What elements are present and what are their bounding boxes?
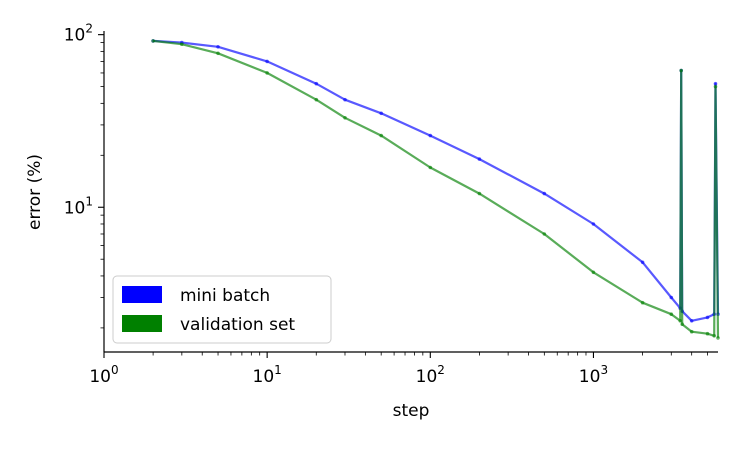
data-point-validation-set — [265, 71, 269, 75]
legend-swatch-validation-set — [122, 315, 162, 332]
data-point-mini-batch — [216, 45, 220, 49]
legend-swatch-mini-batch — [122, 286, 162, 303]
data-point-validation-set — [216, 51, 220, 56]
data-point-validation-set — [151, 39, 155, 43]
y-tick-label: 101 — [64, 194, 93, 218]
data-point-validation-set — [180, 42, 184, 46]
y-axis-label: error (%) — [25, 154, 45, 230]
data-point-validation-set — [713, 84, 718, 89]
data-point-validation-set — [705, 331, 710, 336]
legend-label-mini-batch: mini batch — [180, 286, 270, 306]
data-point-validation-set — [428, 165, 433, 170]
data-point-mini-batch — [591, 222, 596, 226]
data-point-validation-set — [640, 300, 645, 305]
legend-label-validation-set: validation set — [180, 315, 295, 335]
data-point-mini-batch — [689, 319, 694, 323]
data-point-validation-set — [712, 334, 716, 338]
data-point-mini-batch — [640, 260, 645, 265]
data-point-validation-set — [343, 116, 347, 120]
data-point-mini-batch — [379, 111, 384, 116]
x-tick-label: 101 — [253, 363, 282, 387]
data-point-mini-batch — [713, 81, 718, 86]
data-point-validation-set — [689, 329, 694, 334]
data-point-mini-batch — [705, 315, 710, 320]
data-point-mini-batch — [314, 81, 319, 86]
x-ticks: 100 101 102 103 — [89, 352, 708, 387]
data-point-validation-set — [680, 322, 684, 327]
data-point-validation-set — [477, 191, 482, 196]
x-tick-label: 100 — [89, 363, 118, 387]
y-ticks: 101 102 — [64, 22, 104, 329]
data-point-mini-batch — [265, 59, 269, 64]
data-point-mini-batch — [343, 97, 347, 102]
legend-frame — [112, 275, 332, 344]
y-tick-label: 102 — [64, 22, 93, 46]
data-point-mini-batch — [542, 191, 547, 196]
data-point-validation-set — [542, 232, 547, 236]
data-point-validation-set — [679, 68, 683, 73]
x-tick-label: 103 — [579, 363, 608, 387]
x-tick-label: 102 — [416, 363, 445, 387]
data-point-validation-set — [379, 133, 384, 138]
legend: mini batch validation set — [112, 275, 332, 344]
plot-series — [151, 39, 720, 340]
data-point-validation-set — [669, 312, 674, 317]
data-point-validation-set — [716, 336, 720, 340]
data-point-validation-set — [678, 319, 682, 323]
data-point-mini-batch — [669, 295, 674, 300]
x-axis-label: step — [393, 401, 430, 421]
data-point-mini-batch — [477, 157, 482, 161]
data-point-mini-batch — [428, 133, 433, 138]
series-validation-set — [151, 39, 720, 340]
data-point-validation-set — [314, 97, 319, 102]
data-point-validation-set — [591, 270, 596, 275]
